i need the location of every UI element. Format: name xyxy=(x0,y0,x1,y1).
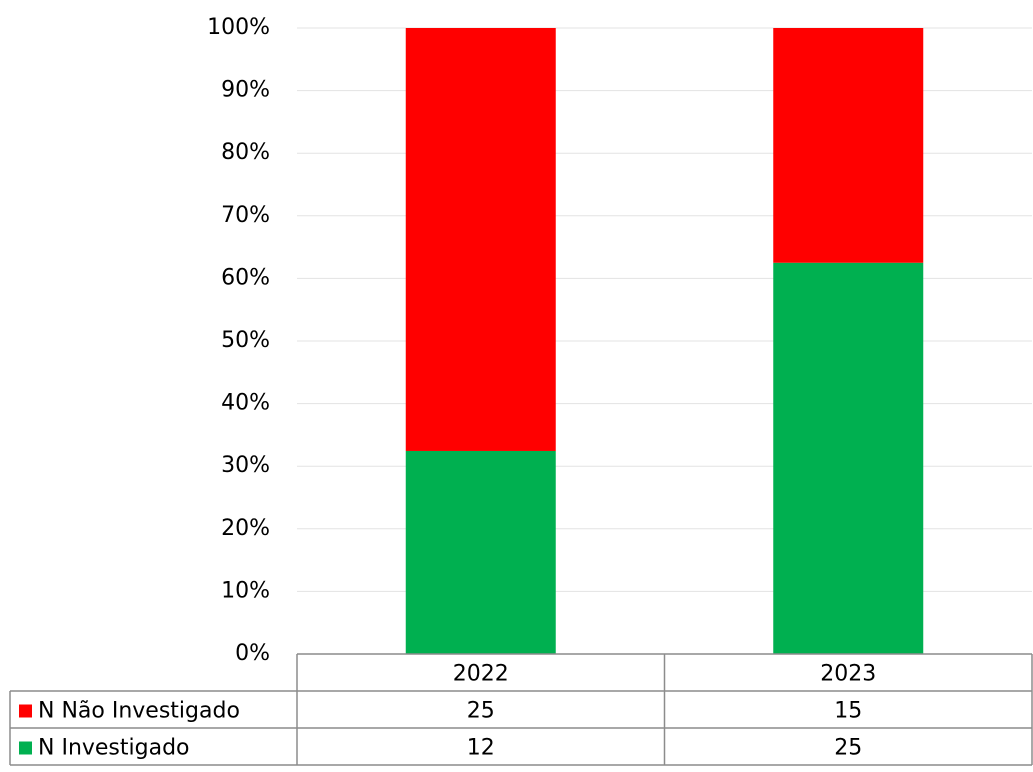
y-tick-label: 70% xyxy=(221,203,270,228)
y-tick-label: 60% xyxy=(221,265,270,290)
y-tick-label: 30% xyxy=(221,453,270,478)
legend-label: N Não Investigado xyxy=(38,699,240,724)
y-tick-label: 100% xyxy=(207,15,270,40)
table-value: 25 xyxy=(834,736,862,761)
y-tick-label: 80% xyxy=(221,140,270,165)
x-tick-label: 2022 xyxy=(453,662,509,687)
table-value: 15 xyxy=(834,699,862,724)
y-tick-label: 40% xyxy=(221,391,270,416)
table-value: 25 xyxy=(467,699,495,724)
bar-segment xyxy=(773,262,924,654)
x-tick-label: 2023 xyxy=(820,662,876,687)
bar-segment xyxy=(405,28,556,451)
table-value: 12 xyxy=(467,736,495,761)
legend-swatch xyxy=(19,741,32,755)
legend-swatch xyxy=(19,704,32,718)
bar-segment xyxy=(405,450,556,654)
y-tick-label: 0% xyxy=(235,641,270,666)
y-tick-label: 50% xyxy=(221,328,270,353)
y-tick-label: 10% xyxy=(221,578,270,603)
bar-segment xyxy=(773,28,924,263)
y-tick-label: 20% xyxy=(221,516,270,541)
legend-label: N Investigado xyxy=(38,736,190,761)
y-tick-label: 90% xyxy=(221,78,270,103)
